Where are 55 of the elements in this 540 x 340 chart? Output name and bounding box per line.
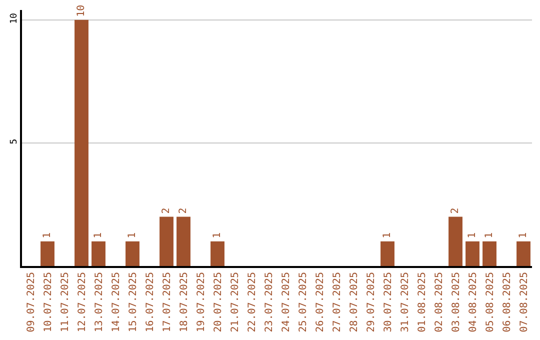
bar — [516, 241, 530, 266]
x-tick-label: 17.07.2025 — [162, 272, 173, 332]
bar — [74, 20, 88, 266]
data-label: 1 — [484, 232, 495, 238]
x-tick-label: 10.07.2025 — [42, 272, 54, 332]
x-tick-label: 11.07.2025 — [60, 272, 71, 332]
x-tick-label: 16.07.2025 — [144, 272, 156, 332]
bar — [448, 216, 462, 266]
data-label: 1 — [467, 232, 478, 238]
x-tick-label: 21.07.2025 — [230, 272, 241, 332]
x-tick-label: 02.08.2025 — [434, 272, 445, 332]
x-tick-label: 20.07.2025 — [212, 272, 224, 332]
bar — [466, 241, 480, 266]
bar — [176, 216, 190, 266]
x-tick-label: 15.07.2025 — [128, 272, 139, 332]
x-tick-label: 29.07.2025 — [366, 272, 377, 332]
x-tick-label: 09.07.2025 — [26, 272, 37, 332]
data-label: 1 — [212, 232, 223, 238]
x-tick-label: 18.07.2025 — [178, 272, 190, 332]
x-tick-label: 07.08.2025 — [518, 272, 530, 332]
data-label: 1 — [382, 232, 393, 238]
bar — [482, 241, 496, 266]
x-tick-label: 01.08.2025 — [416, 272, 428, 332]
data-label: 1 — [42, 232, 53, 238]
x-tick-label: 13.07.2025 — [94, 272, 105, 332]
x-tick-label: 23.07.2025 — [264, 272, 275, 332]
x-tick-label: 28.07.2025 — [348, 272, 360, 332]
x-tick-label: 14.07.2025 — [110, 272, 122, 332]
data-label: 10 — [76, 4, 87, 17]
x-tick-label: 30.07.2025 — [382, 272, 394, 332]
x-tick-label: 04.08.2025 — [468, 272, 479, 332]
x-tick-label: 22.07.2025 — [246, 272, 258, 332]
data-label: 2 — [161, 208, 172, 214]
x-tick-label: 25.07.2025 — [298, 272, 309, 332]
data-label: 1 — [518, 232, 529, 238]
x-tick-label: 19.07.2025 — [196, 272, 207, 332]
bar — [380, 241, 394, 266]
x-tick-label: 24.07.2025 — [280, 272, 292, 332]
bar — [126, 241, 140, 266]
x-tick-label: 31.07.2025 — [400, 272, 411, 332]
x-tick-label: 12.07.2025 — [76, 272, 88, 332]
data-label: 2 — [450, 208, 461, 214]
x-tick-label: 03.08.2025 — [450, 272, 462, 332]
data-label: 1 — [93, 232, 104, 238]
bar — [40, 241, 54, 266]
bar — [92, 241, 106, 266]
data-label: 2 — [178, 208, 189, 214]
x-tick-label: 26.07.2025 — [314, 272, 326, 332]
x-tick-label: 05.08.2025 — [484, 272, 496, 332]
x-tick-label: 27.07.2025 — [332, 272, 343, 332]
bar — [160, 216, 174, 266]
bar — [210, 241, 224, 266]
y-tick-label: 5 — [9, 138, 20, 144]
x-tick-label: 06.08.2025 — [502, 272, 513, 332]
data-label: 1 — [127, 232, 138, 238]
